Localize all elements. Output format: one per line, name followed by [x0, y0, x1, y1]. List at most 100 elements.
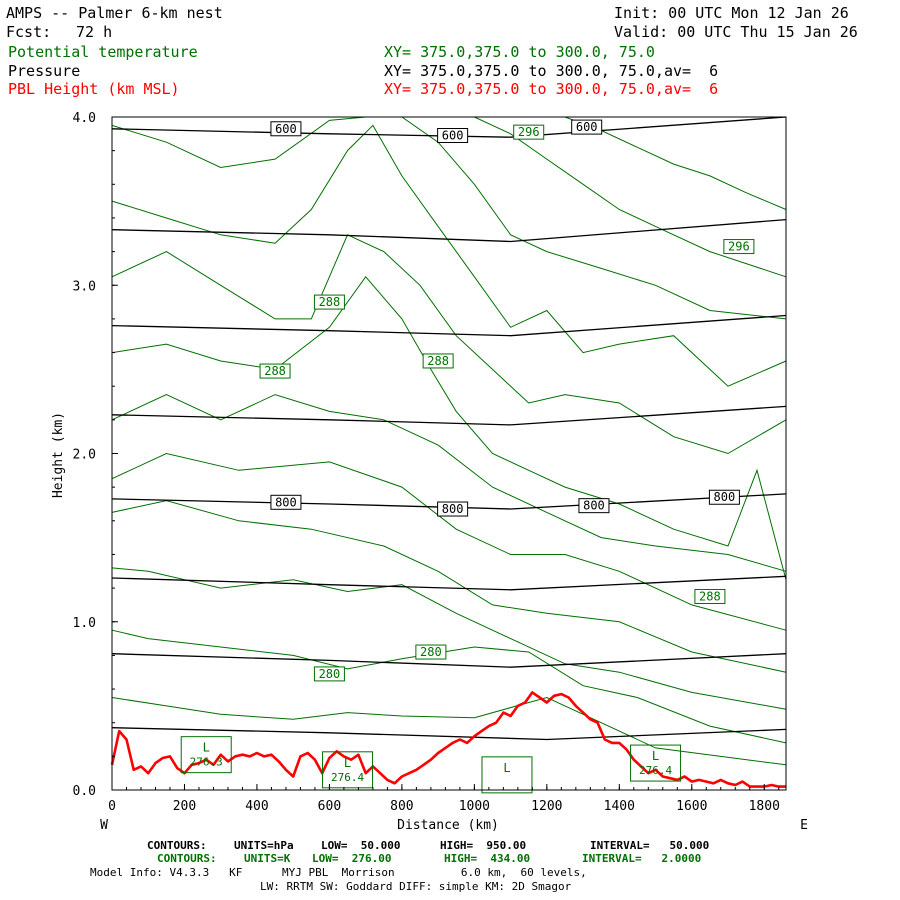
- contour-labels: 600 600 600 800 800 800 800 296 296 288 288 288 288 2…: [180, 119, 755, 794]
- theta-contour-288: [111, 394, 787, 572]
- theta-label: 288: [427, 354, 449, 368]
- theta-label: 288: [699, 590, 721, 604]
- theta-label-box: [513, 124, 545, 140]
- pressure-contours: [111, 116, 787, 741]
- low-marker-letter: L: [503, 761, 510, 775]
- forecast-label: Fcst:: [6, 23, 52, 41]
- pressure-label: 600: [576, 120, 598, 134]
- theta-contour-294: [111, 116, 787, 320]
- low-marker-value: 276.3: [190, 756, 223, 769]
- pbl-height-line: [110, 691, 786, 788]
- theta-contour-278: [111, 696, 787, 766]
- theta-contour-282: [111, 567, 787, 710]
- low-marker-value: 276.4: [331, 771, 364, 784]
- low-marker-box: [322, 751, 374, 789]
- x-tick-label: 1000: [459, 799, 490, 814]
- low-marker-box: [630, 744, 682, 782]
- x-tick-label: 1400: [604, 799, 635, 814]
- footer-pressure-high: HIGH= 950.00: [440, 839, 527, 852]
- pressure-label: 600: [275, 122, 297, 136]
- forecast-hours: 72 h: [76, 23, 113, 41]
- theta-label-box: [259, 363, 291, 379]
- x-tick-label: 600: [318, 799, 341, 814]
- theta-label-box: [415, 644, 447, 660]
- theta-label: 296: [518, 125, 540, 139]
- pressure-label-box: [437, 501, 469, 517]
- theta-label-box: [313, 666, 345, 682]
- pressure-label: 800: [275, 495, 297, 509]
- west-label: W: [100, 818, 108, 833]
- pressure-contour-850: [111, 575, 787, 591]
- theta-label: 280: [420, 645, 442, 659]
- init-time: Init: 00 UTC Mon 12 Jan 26: [614, 4, 849, 22]
- footer-pressure-interval: INTERVAL= 50.000: [590, 839, 710, 852]
- x-tick-label: 0: [108, 799, 116, 814]
- footer-pressure-prefix: CONTOURS:: [147, 839, 207, 852]
- theta-label: 288: [264, 364, 286, 378]
- theta-label: 296: [728, 240, 750, 254]
- y-tick-label: 3.0: [73, 279, 96, 294]
- low-marker-letter: L: [203, 741, 210, 755]
- x-axis-label: Distance (km): [397, 818, 499, 833]
- field-pressure-name: Pressure: [8, 62, 81, 80]
- x-tick-label: 1600: [676, 799, 707, 814]
- theta-contour-290: [111, 234, 787, 455]
- axes: 0.0 1.0 2.0 3.0 4.0 0 200 400 600 800 1000 1200 1400…: [73, 111, 780, 814]
- field-pressure-xy: XY= 375.0,375.0 to 300.0, 75.0,av= 6: [384, 62, 719, 80]
- footer-theta-prefix: CONTOURS:: [157, 852, 217, 865]
- pressure-contour-700: [111, 314, 787, 337]
- pressure-label-box: [708, 489, 740, 505]
- model-info-line-2: LW: RRTM SW: Goddard DIFF: simple KM: 2D…: [260, 880, 572, 893]
- field-pbl-name: PBL Height (km MSL): [8, 80, 180, 98]
- y-tick-label: 2.0: [73, 448, 96, 463]
- pressure-contour-950: [111, 727, 787, 741]
- low-marker-letter: L: [344, 756, 351, 770]
- x-tick-label: 800: [390, 799, 413, 814]
- x-tick-label: 1800: [749, 799, 780, 814]
- footer-pressure-units: UNITS=hPa: [234, 839, 294, 852]
- pressure-label-box: [437, 128, 469, 144]
- footer-theta-low: LOW= 276.00: [312, 852, 392, 865]
- pressure-contour-900: [111, 653, 787, 668]
- x-tick-label: 400: [245, 799, 268, 814]
- theta-label: 280: [319, 667, 341, 681]
- low-marker-box: [481, 756, 533, 794]
- theta-label-box: [723, 239, 755, 255]
- footer-theta-high: HIGH= 434.00: [444, 852, 531, 865]
- footer-theta-units: UNITS=K: [244, 852, 291, 865]
- valid-time: Valid: 00 UTC Thu 15 Jan 26: [614, 23, 858, 41]
- y-tick-label: 1.0: [73, 616, 96, 631]
- theta-contour-288: [111, 275, 787, 580]
- theta-contour-284: [111, 500, 787, 673]
- y-axis-label: Height (km): [51, 412, 66, 498]
- y-tick-label: 4.0: [73, 111, 96, 126]
- low-marker-box: [180, 736, 232, 774]
- theta-contour-292: [111, 124, 787, 387]
- pressure-label-box: [578, 498, 610, 514]
- pressure-label: 800: [583, 499, 605, 513]
- theta-label-box: [422, 353, 454, 369]
- field-theta-name: Potential temperature: [8, 43, 198, 61]
- theta-contour-280: [111, 629, 787, 744]
- pressure-label-box: [270, 121, 302, 137]
- theta-label-box: [694, 589, 726, 605]
- pressure-contour-800: [111, 493, 787, 510]
- footer-pressure-low: LOW= 50.000: [321, 839, 401, 852]
- x-tick-label: 1200: [531, 799, 562, 814]
- pressure-label: 800: [714, 490, 736, 504]
- pbl-height-series: [110, 691, 786, 788]
- x-tick-label: 200: [173, 799, 196, 814]
- pressure-label-box: [270, 494, 302, 510]
- theta-label-box: [313, 294, 345, 310]
- theta-label: 288: [319, 295, 341, 309]
- theta-contour-286: [111, 452, 787, 631]
- pressure-label: 800: [442, 502, 464, 516]
- pressure-contour-750: [111, 405, 787, 426]
- pressure-label-box: [571, 119, 603, 135]
- y-tick-label: 0.0: [73, 784, 96, 799]
- east-label: E: [800, 818, 808, 833]
- pressure-contour-650: [111, 218, 787, 243]
- pressure-contour-600: [111, 116, 787, 138]
- field-theta-xy: XY= 375.0,375.0 to 300.0, 75.0: [384, 43, 655, 61]
